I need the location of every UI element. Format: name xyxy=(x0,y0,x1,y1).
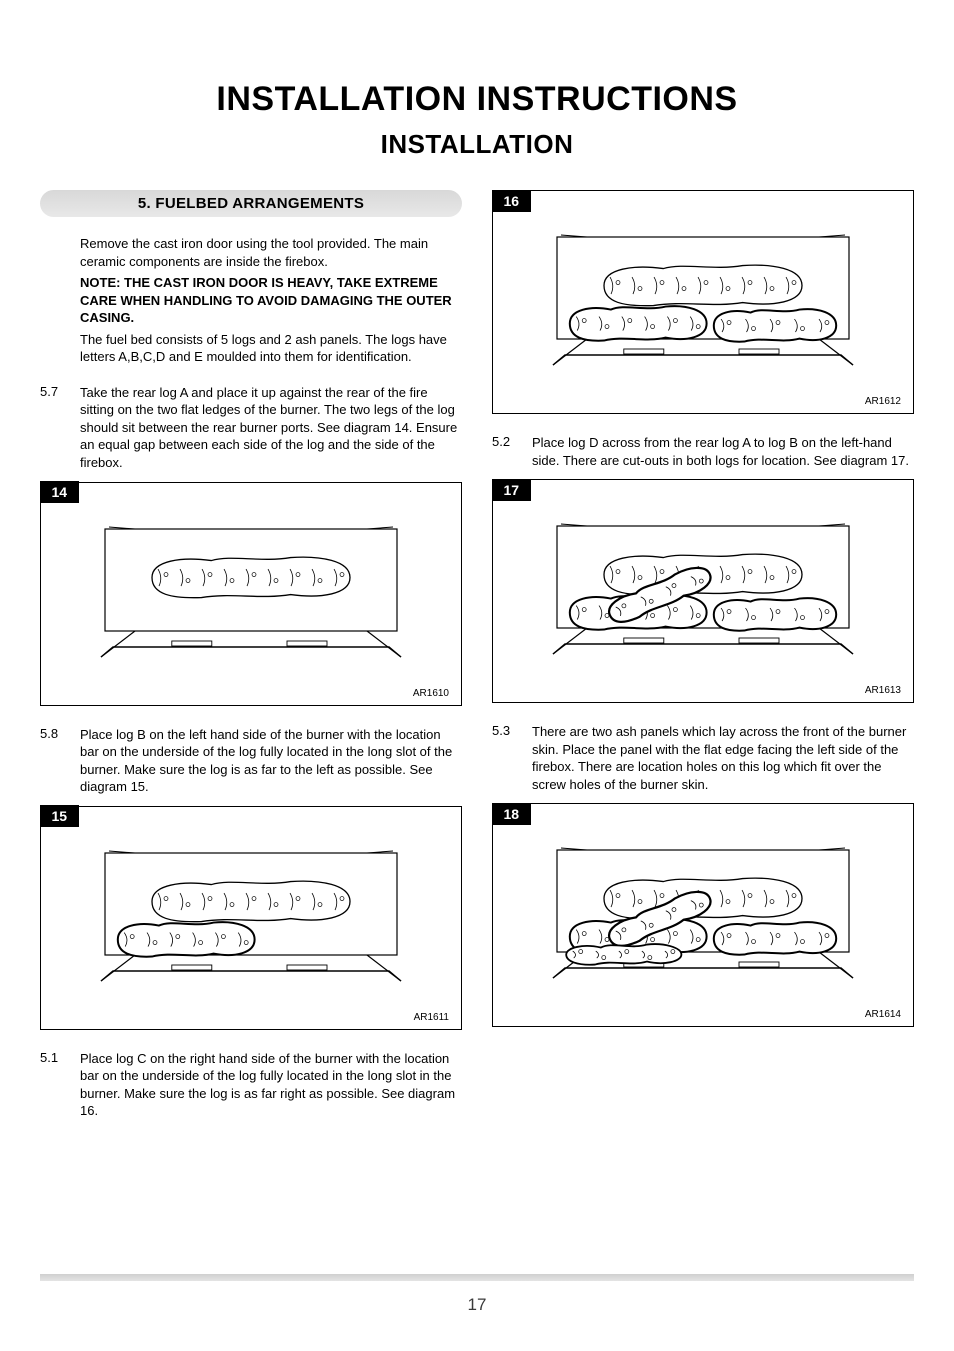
step-5-7: 5.7 Take the rear log A and place it up … xyxy=(40,384,462,472)
step-num: 5.1 xyxy=(40,1050,80,1120)
step-text: Take the rear log A and place it up agai… xyxy=(80,384,462,472)
right-column: 16 AR1612 5.2 Place log D across from the… xyxy=(492,190,914,1130)
figure-15: 15 AR1611 xyxy=(40,806,462,1030)
left-column: 5. FUELBED ARRANGEMENTS Remove the cast … xyxy=(40,190,462,1130)
step-5-3: 5.3 There are two ash panels which lay a… xyxy=(492,723,914,793)
figure-code: AR1613 xyxy=(865,685,901,696)
figure-code: AR1612 xyxy=(865,396,901,407)
figure-number-badge: 17 xyxy=(492,479,532,501)
step-text: Place log B on the left hand side of the… xyxy=(80,726,462,796)
step-text: Place log D across from the rear log A t… xyxy=(532,434,914,469)
intro-note: NOTE: THE CAST IRON DOOR IS HEAVY, TAKE … xyxy=(80,274,462,327)
page-number: 17 xyxy=(0,1295,954,1315)
figure-number-badge: 16 xyxy=(492,190,532,212)
step-5-8: 5.8 Place log B on the left hand side of… xyxy=(40,726,462,796)
figure-code: AR1610 xyxy=(413,688,449,699)
step-text: There are two ash panels which lay acros… xyxy=(532,723,914,793)
footer-bar xyxy=(40,1274,914,1281)
step-text: Place log C on the right hand side of th… xyxy=(80,1050,462,1120)
figure-number-badge: 15 xyxy=(40,805,80,827)
section-header: 5. FUELBED ARRANGEMENTS xyxy=(40,190,462,217)
figure-17: 17 AR1613 xyxy=(492,479,914,703)
intro-block: Remove the cast iron door using the tool… xyxy=(40,235,462,370)
figure-number-badge: 14 xyxy=(40,481,80,503)
step-5-1: 5.1 Place log C on the right hand side o… xyxy=(40,1050,462,1120)
step-num: 5.2 xyxy=(492,434,532,469)
figure-16: 16 AR1612 xyxy=(492,190,914,414)
main-title: INSTALLATION INSTRUCTIONS xyxy=(40,80,914,119)
step-num: 5.7 xyxy=(40,384,80,472)
step-num: 5.3 xyxy=(492,723,532,793)
step-5-2: 5.2 Place log D across from the rear log… xyxy=(492,434,914,469)
figure-number-badge: 18 xyxy=(492,803,532,825)
figure-code: AR1611 xyxy=(414,1012,449,1023)
sub-title: INSTALLATION xyxy=(40,129,914,160)
step-num: 5.8 xyxy=(40,726,80,796)
figure-14: 14 AR1610 xyxy=(40,482,462,706)
intro-p2: The fuel bed consists of 5 logs and 2 as… xyxy=(80,331,462,366)
figure-code: AR1614 xyxy=(865,1009,901,1020)
figure-18: 18 AR1614 xyxy=(492,803,914,1027)
intro-p1: Remove the cast iron door using the tool… xyxy=(80,235,462,270)
